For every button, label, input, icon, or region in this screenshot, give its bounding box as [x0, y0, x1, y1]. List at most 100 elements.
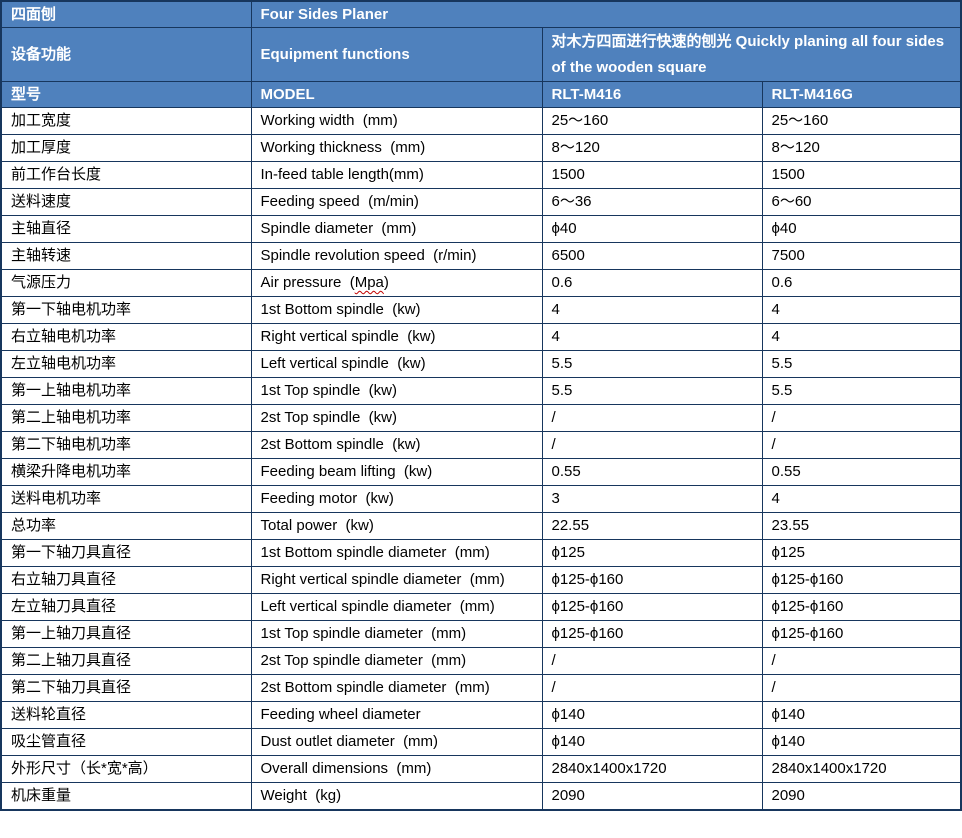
table-row: 加工厚度 Working thickness (mm) 8～120 8～120 [0, 134, 962, 162]
spec-label-en: 1st Bottom spindle diameter (mm) [250, 539, 543, 567]
spec-label-cn: 第一下轴刀具直径 [0, 539, 252, 567]
spec-label-cn: 第二下轴电机功率 [0, 431, 252, 459]
spec-value-model1: 0.55 [541, 458, 763, 486]
spec-value-model1: ϕ125-ϕ160 [541, 593, 763, 621]
spec-label-cn: 左立轴刀具直径 [0, 593, 252, 621]
spec-label-cn: 右立轴刀具直径 [0, 566, 252, 594]
spec-label-cn: 第二下轴刀具直径 [0, 674, 252, 702]
table-row: 第二下轴电机功率 2st Bottom spindle (kw) / / [0, 431, 962, 459]
spec-value-model1: 0.6 [541, 269, 763, 297]
spec-value-model2: ϕ40 [761, 215, 962, 243]
spec-value-model1: 25～160 [541, 107, 763, 135]
model-label-en: MODEL [250, 81, 543, 108]
table-row: 送料轮直径 Feeding wheel diameter ϕ140 ϕ140 [0, 701, 962, 729]
spec-value-model1: 1500 [541, 161, 763, 189]
spec-value-model1: 2090 [541, 782, 763, 811]
spec-label-cn: 主轴直径 [0, 215, 252, 243]
spec-value-model2: 25～160 [761, 107, 962, 135]
spec-label-en: Left vertical spindle diameter (mm) [250, 593, 543, 621]
spec-label-en: 2st Top spindle (kw) [250, 404, 543, 432]
spec-label-cn: 第一下轴电机功率 [0, 296, 252, 324]
table-row: 外形尺寸（长*宽*高） Overall dimensions (mm) 2840x1… [0, 755, 962, 783]
spec-label-cn: 送料速度 [0, 188, 252, 216]
table-row: 第二下轴刀具直径 2st Bottom spindle diameter (mm)… [0, 674, 962, 702]
table-row: 前工作台长度 In-feed table length(mm) 1500 1500 [0, 161, 962, 189]
table-row: 第一下轴刀具直径 1st Bottom spindle diameter (mm)… [0, 539, 962, 567]
spec-label-en: In-feed table length(mm) [250, 161, 543, 189]
spec-value-model1: 3 [541, 485, 763, 513]
table-row: 第一下轴电机功率 1st Bottom spindle (kw) 4 4 [0, 296, 962, 324]
spec-table: 四面刨 Four Sides Planer 设备功能 Equipment fun… [0, 0, 962, 811]
spec-value-model2: 2840x1400x1720 [761, 755, 962, 783]
spec-value-model1: 5.5 [541, 377, 763, 405]
spec-label-cn: 外形尺寸（长*宽*高） [0, 755, 252, 783]
spec-label-en: Spindle revolution speed (r/min) [250, 242, 543, 270]
spec-value-model1: ϕ125-ϕ160 [541, 566, 763, 594]
spec-label-cn: 第二上轴电机功率 [0, 404, 252, 432]
model-name-1: RLT-M416 [541, 81, 763, 108]
spec-label-cn: 送料电机功率 [0, 485, 252, 513]
spec-label-cn: 第一上轴电机功率 [0, 377, 252, 405]
spec-value-model2: ϕ125 [761, 539, 962, 567]
table-row: 横梁升降电机功率 Feeding beam lifting (kw) 0.55 0.5… [0, 458, 962, 486]
spec-label-en: Dust outlet diameter (mm) [250, 728, 543, 756]
spec-label-en: Air pressure (Mpa) [250, 269, 543, 297]
spec-table-body: 加工宽度 Working width (mm) 25～160 25～160 加工厚度 Wo… [0, 107, 962, 811]
spec-label-en: Weight (kg) [250, 782, 543, 811]
spec-value-model2: / [761, 647, 962, 675]
spec-value-model1: / [541, 647, 763, 675]
spec-value-model1: ϕ140 [541, 728, 763, 756]
model-label-cn: 型号 [0, 81, 252, 108]
spec-label-cn: 加工宽度 [0, 107, 252, 135]
spec-label-cn: 送料轮直径 [0, 701, 252, 729]
header-row-functions: 设备功能 Equipment functions 对木方四面进行快速的刨光 Qu… [0, 27, 962, 82]
spec-label-en: 1st Top spindle diameter (mm) [250, 620, 543, 648]
spec-value-model2: 8～120 [761, 134, 962, 162]
spec-value-model2: 0.6 [761, 269, 962, 297]
spec-label-cn: 第二上轴刀具直径 [0, 647, 252, 675]
spec-value-model2: ϕ140 [761, 728, 962, 756]
spec-value-model2: 4 [761, 485, 962, 513]
spec-value-model2: 4 [761, 296, 962, 324]
spec-value-model2: 5.5 [761, 377, 962, 405]
spec-label-en: Working thickness (mm) [250, 134, 543, 162]
spec-label-en: 2st Top spindle diameter (mm) [250, 647, 543, 675]
spec-label-cn: 总功率 [0, 512, 252, 540]
spec-value-model2: 23.55 [761, 512, 962, 540]
functions-description: 对木方四面进行快速的刨光 Quickly planing all four si… [541, 27, 962, 82]
spec-value-model1: 4 [541, 323, 763, 351]
spec-value-model2: 5.5 [761, 350, 962, 378]
spec-label-en: Left vertical spindle (kw) [250, 350, 543, 378]
spec-value-model2: ϕ140 [761, 701, 962, 729]
table-row: 主轴直径 Spindle diameter (mm) ϕ40 ϕ40 [0, 215, 962, 243]
spec-value-model2: 1500 [761, 161, 962, 189]
spec-value-model1: / [541, 674, 763, 702]
model-name-2: RLT-M416G [761, 81, 962, 108]
table-row: 第二上轴刀具直径 2st Top spindle diameter (mm) / / [0, 647, 962, 675]
spellcheck-underline: Mpa [354, 274, 384, 291]
spec-value-model1: ϕ125 [541, 539, 763, 567]
spec-value-model2: / [761, 404, 962, 432]
header-row-model: 型号 MODEL RLT-M416 RLT-M416G [0, 81, 962, 108]
spec-label-cn: 前工作台长度 [0, 161, 252, 189]
spec-label-cn: 横梁升降电机功率 [0, 458, 252, 486]
spec-label-cn: 第一上轴刀具直径 [0, 620, 252, 648]
spec-label-en: 1st Bottom spindle (kw) [250, 296, 543, 324]
spec-value-model2: 6～60 [761, 188, 962, 216]
spec-value-model1: ϕ140 [541, 701, 763, 729]
title-cn: 四面刨 [0, 0, 252, 28]
functions-label-en: Equipment functions [250, 27, 543, 82]
functions-label-cn: 设备功能 [0, 27, 252, 82]
spec-value-model1: ϕ125-ϕ160 [541, 620, 763, 648]
spec-label-cn: 右立轴电机功率 [0, 323, 252, 351]
spec-value-model1: 4 [541, 296, 763, 324]
spec-value-model1: / [541, 404, 763, 432]
table-row: 吸尘管直径 Dust outlet diameter (mm) ϕ140 ϕ140 [0, 728, 962, 756]
table-row: 第一上轴刀具直径 1st Top spindle diameter (mm) ϕ12… [0, 620, 962, 648]
table-row: 机床重量 Weight (kg) 2090 2090 [0, 782, 962, 811]
spec-label-en: Feeding beam lifting (kw) [250, 458, 543, 486]
spec-value-model1: 6～36 [541, 188, 763, 216]
spec-value-model1: / [541, 431, 763, 459]
spec-label-en: Right vertical spindle (kw) [250, 323, 543, 351]
spec-value-model2: 2090 [761, 782, 962, 811]
